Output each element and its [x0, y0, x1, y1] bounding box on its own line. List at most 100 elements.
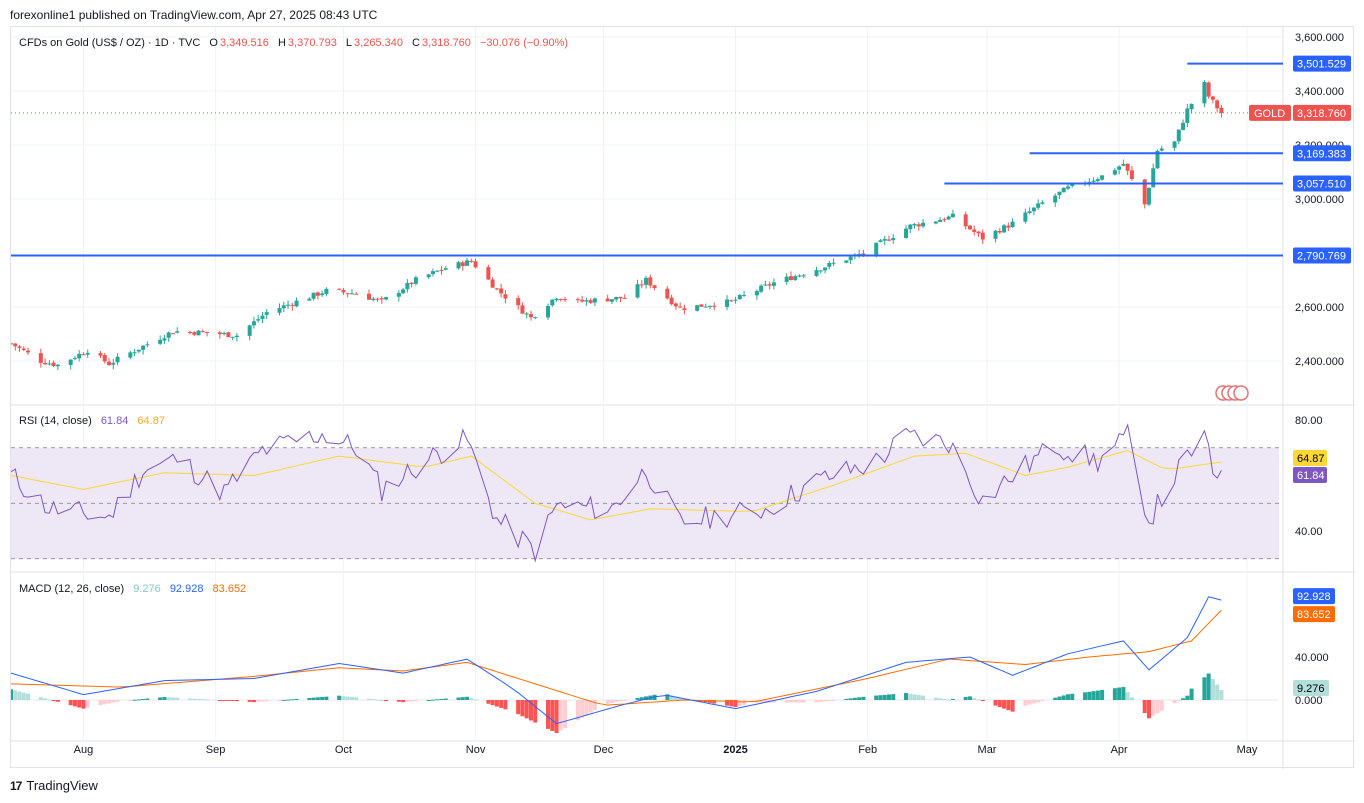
macd-histogram-bar — [469, 698, 474, 700]
chart-svg[interactable]: Aug Sep Oct Nov Dec 2025 Feb Mar Apr May 3,600.000… — [11, 27, 1355, 769]
candle — [51, 362, 56, 366]
candle — [976, 231, 981, 234]
candle — [1117, 166, 1122, 170]
macd-histogram-bar — [337, 695, 342, 700]
chart-frame[interactable]: Aug Sep Oct Nov Dec 2025 Feb Mar Apr May 3,600.000… — [10, 26, 1355, 769]
candle — [1151, 168, 1156, 188]
candle — [1215, 100, 1220, 109]
macd-histogram-bar — [554, 700, 559, 734]
macd-histogram-bar — [942, 698, 947, 700]
candle — [1065, 186, 1070, 189]
candle — [490, 279, 495, 288]
rsi-ma-tag: 64.87 — [1297, 453, 1325, 465]
candle — [622, 297, 627, 299]
candle — [938, 219, 943, 222]
candle — [290, 304, 295, 306]
candle — [831, 262, 836, 264]
x-tick-label: May — [1237, 744, 1258, 756]
rsi-title[interactable]: RSI (14, close) — [19, 415, 92, 427]
candle — [85, 352, 90, 355]
candle — [286, 304, 291, 306]
macd-histogram-bar — [678, 697, 683, 700]
candle — [644, 277, 649, 285]
macd-histogram-bar — [1172, 700, 1177, 704]
candle — [217, 332, 222, 335]
rsi-value: 61.84 — [100, 415, 129, 427]
candle — [528, 314, 533, 318]
macd-histogram-bar — [831, 700, 836, 701]
macd-histogram-bar — [639, 697, 644, 700]
symbol-title[interactable]: CFDs on Gold (US$ / OZ) · 1D · TVC — [19, 37, 201, 49]
macd-histogram-bar — [558, 700, 563, 731]
level-tag-box — [1293, 175, 1351, 192]
macd-histogram-bar — [38, 697, 43, 700]
macd-histogram-bar — [550, 700, 555, 731]
last-price-tag: 3,318.760 — [1297, 108, 1346, 120]
macd-histogram-bar — [635, 697, 640, 700]
candle — [430, 271, 435, 275]
macd-histogram-bar — [737, 700, 742, 706]
macd-histogram-bar — [294, 698, 299, 700]
candle — [320, 293, 325, 296]
candle — [1040, 202, 1045, 204]
macd-histogram-bar — [55, 700, 60, 702]
candle — [942, 219, 947, 221]
macd-histogram-bar — [874, 695, 879, 700]
macd-histogram-bar — [51, 700, 56, 701]
candle — [1057, 191, 1062, 195]
macd-title[interactable]: MACD (12, 26, close) — [19, 583, 125, 595]
macd-histogram-bar — [1129, 697, 1134, 700]
rsi-ma-value: 64.87 — [137, 415, 165, 427]
candle — [222, 332, 227, 334]
macd-histogram-bar — [107, 700, 112, 704]
candle — [908, 224, 913, 230]
candle — [337, 288, 342, 290]
macd-histogram-bar — [733, 700, 738, 707]
symbol-tag-box — [1249, 104, 1291, 121]
candle — [648, 277, 653, 286]
macd-histogram-bar — [1023, 700, 1028, 706]
macd-histogram-bar — [256, 700, 261, 702]
macd-histogram-bar — [861, 696, 866, 700]
candle — [17, 346, 22, 348]
macd-histogram-bar — [904, 693, 909, 700]
macd-histogram-bar — [413, 700, 418, 702]
candle — [771, 282, 776, 286]
macd-histogram-bar — [426, 700, 431, 701]
macd-histogram-bar — [401, 700, 406, 703]
candle — [1129, 170, 1134, 180]
macd-legend: MACD (12, 26, close) 9.276 92.928 83.652 — [19, 583, 248, 595]
candle — [563, 299, 568, 301]
macd-histogram-bar — [592, 700, 597, 710]
candle — [21, 348, 26, 351]
level-tag: 3,501.529 — [1297, 59, 1346, 71]
candle — [379, 298, 384, 300]
candle — [469, 260, 474, 262]
candle — [605, 298, 610, 302]
candle — [1189, 103, 1194, 110]
candle — [1053, 195, 1058, 203]
macd-hist-value: 9.276 — [133, 583, 161, 595]
x-tick-label: Dec — [594, 744, 614, 756]
candle — [192, 332, 197, 335]
candle — [234, 335, 239, 338]
candle — [950, 213, 955, 218]
macd-histogram-bar — [908, 693, 913, 700]
candle — [699, 304, 704, 307]
candle — [814, 270, 819, 276]
candle — [345, 293, 350, 295]
macd-histogram-bar — [405, 700, 410, 702]
macd-histogram-bar — [967, 696, 972, 700]
macd-histogram-bar — [307, 697, 312, 700]
macd-histogram-bar — [933, 697, 938, 700]
price-legend: CFDs on Gold (US$ / OZ) · 1D · TVC O 3,34… — [19, 37, 570, 49]
x-tick-label: Sep — [206, 744, 226, 756]
candle — [712, 305, 717, 307]
hist-tag-box — [1293, 680, 1329, 697]
candle — [1070, 184, 1075, 187]
candle — [294, 300, 299, 307]
candle — [520, 305, 525, 314]
macd-histogram-bar — [102, 700, 107, 705]
tradingview-logo[interactable]: 17 TradingView — [10, 778, 98, 793]
macd-histogram-bar — [435, 699, 440, 701]
